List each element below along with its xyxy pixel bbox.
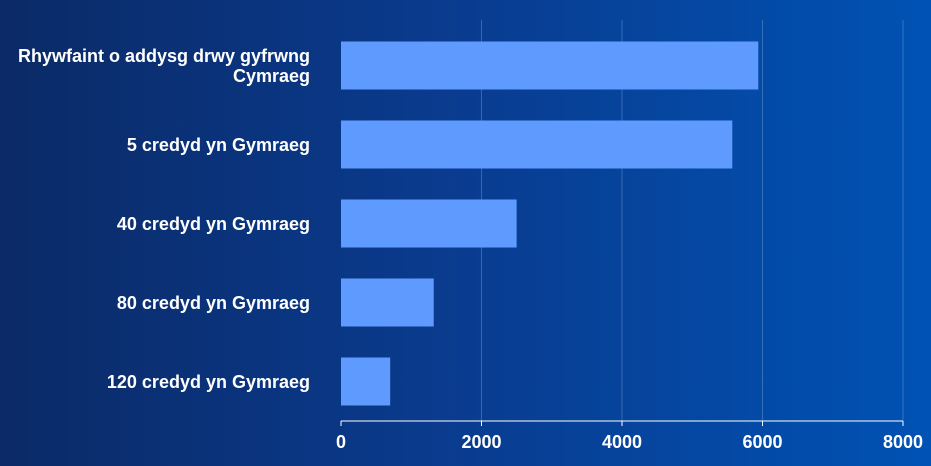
y-tick-label: 5 credyd yn Gymraeg	[126, 134, 310, 155]
x-tick-label: 8000	[883, 432, 923, 452]
bar	[341, 199, 517, 248]
y-tick-label: 80 credyd yn Gymraeg	[116, 292, 310, 313]
bar	[341, 278, 434, 327]
bar	[341, 120, 733, 169]
bar	[341, 41, 759, 90]
bar	[341, 357, 391, 406]
y-tick-label: Rhywfaint o addysg drwy gyfrwng Cymraeg	[17, 45, 310, 86]
x-tick-label: 6000	[742, 432, 782, 452]
y-tick-label: 40 credyd yn Gymraeg	[116, 213, 310, 234]
x-tick-label: 2000	[461, 432, 501, 452]
y-tick-label: 120 credyd yn Gymraeg	[106, 371, 310, 392]
x-tick-label: 4000	[602, 432, 642, 452]
x-tick-label: 0	[336, 432, 346, 452]
